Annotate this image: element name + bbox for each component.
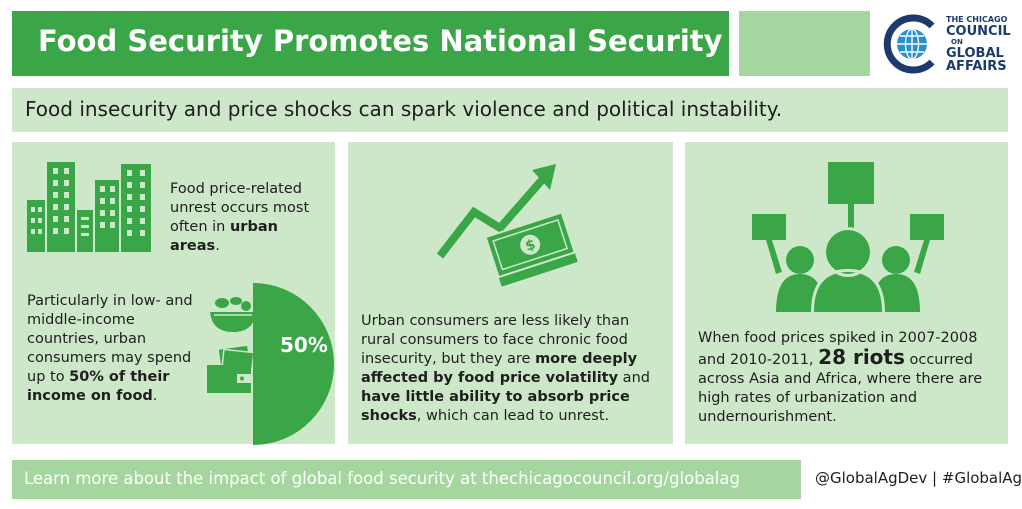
volatility-text-part2: and	[618, 370, 650, 386]
logo-line-3: ON	[951, 38, 963, 46]
subtitle: Food insecurity and price shocks can spa…	[25, 97, 783, 121]
income-text-end: .	[152, 388, 158, 404]
volatility-text: Urban consumers are less likely than rur…	[361, 312, 666, 426]
money-bills-icon: $	[484, 211, 578, 287]
logo-line-4: GLOBAL	[946, 46, 1004, 61]
income-spend-text: Particularly in low- and middle-income c…	[27, 292, 207, 406]
volatility-text-part1: Urban consumers are less likely than rur…	[361, 313, 630, 367]
urban-text-part: Food price-related unrest occurs most of…	[170, 181, 310, 235]
volatility-text-part3: , which can lead to unrest.	[416, 408, 610, 424]
riots-text-part1: When food prices spiked in 2007-2008 and…	[698, 330, 978, 368]
food-bowl-icon	[210, 297, 256, 332]
footer-bar: Learn more about the impact of global fo…	[12, 460, 801, 499]
income-text-bold: 50% of their income on food	[27, 369, 170, 404]
income-text-part: Particularly in low- and middle-income c…	[27, 293, 193, 385]
logo-line-2: COUNCIL	[946, 24, 1011, 39]
protesters-signs-icon	[752, 162, 944, 313]
panel-urban-areas: Food price-related unrest occurs most of…	[12, 142, 335, 445]
logo-line-5: AFFAIRS	[946, 59, 1007, 74]
svg-text:$: $	[523, 237, 537, 255]
volatility-text-bold2: have little ability to absorb price shoc…	[361, 389, 630, 424]
panel-riots: When food prices spiked in 2007-2008 and…	[685, 142, 1008, 444]
logo-line-1: THE CHICAGO	[946, 15, 1008, 24]
city-buildings-icon	[27, 162, 151, 252]
volatility-text-bold1: more deeply affected by food price volat…	[361, 351, 638, 386]
riots-count: 28 riots	[818, 345, 905, 369]
title-bar: Food Security Promotes National Security	[12, 11, 729, 76]
logo-wordmark: THE CHICAGO COUNCIL ON GLOBAL AFFAIRS	[946, 15, 1011, 74]
footer-learn-more-link[interactable]: Learn more about the impact of global fo…	[24, 469, 740, 488]
riots-text: When food prices spiked in 2007-2008 and…	[698, 329, 1003, 427]
chicago-council-logo: THE CHICAGO COUNCIL ON GLOBAL AFFAIRS	[880, 11, 1014, 76]
urban-text-bold: urban areas	[170, 219, 278, 254]
social-handles[interactable]: @GlobalAgDev | #GlobalAg	[815, 469, 1022, 487]
urban-text-end: .	[215, 238, 220, 254]
wallet-money-icon	[207, 344, 255, 393]
title-accent-block	[739, 11, 870, 76]
percent-half-circle	[253, 283, 334, 445]
urban-unrest-text: Food price-related unrest occurs most of…	[170, 180, 332, 256]
riots-text-part2: occurred across Asia and Africa, where t…	[698, 352, 983, 425]
panel-price-volatility: $ Urban consumers are less likely than r…	[348, 142, 673, 444]
trend-arrow-icon	[436, 164, 556, 259]
page-title: Food Security Promotes National Security	[38, 24, 723, 58]
subtitle-bar: Food insecurity and price shocks can spa…	[12, 88, 1008, 132]
globe-logo-icon	[883, 14, 935, 74]
percent-label: 50%	[280, 333, 328, 357]
